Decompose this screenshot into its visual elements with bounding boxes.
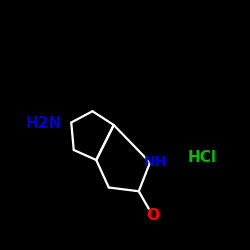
Text: NH: NH (144, 156, 167, 170)
Text: O: O (146, 208, 159, 222)
Text: HCl: HCl (188, 150, 217, 165)
Text: H2N: H2N (26, 116, 62, 131)
